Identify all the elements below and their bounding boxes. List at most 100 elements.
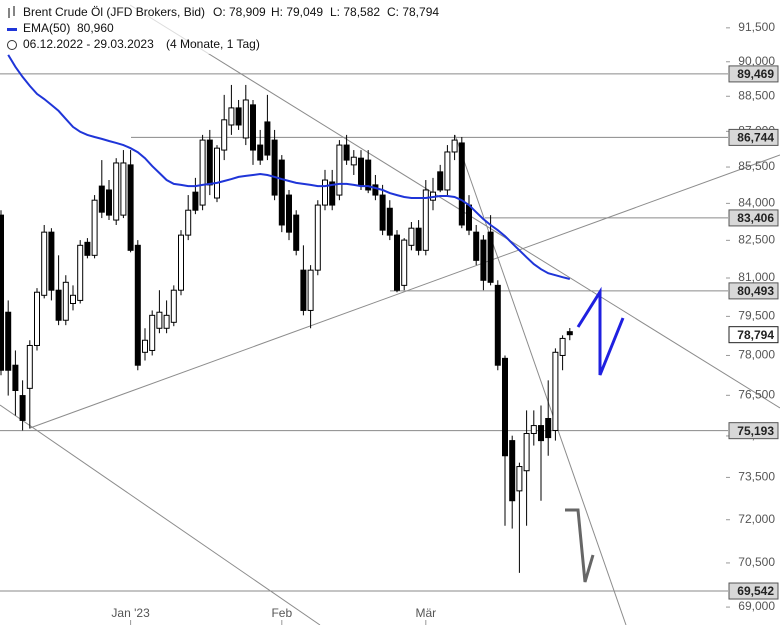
y-tick-label: 88,500 — [738, 88, 775, 102]
candle-body — [300, 269, 307, 311]
x-tick-label: Feb — [271, 606, 292, 620]
ema-name: EMA(50) — [23, 21, 70, 35]
candle-body — [0, 214, 4, 371]
candle-body — [379, 194, 386, 231]
ema-swatch — [7, 28, 17, 31]
y-tick-label: 73,500 — [738, 470, 775, 484]
x-tick-label: Jan '23 — [111, 606, 150, 620]
candle-body — [127, 164, 134, 251]
candle-body — [185, 209, 192, 236]
level-label: 86,744 — [737, 131, 774, 145]
last-price-box — [728, 326, 779, 344]
header-low: L: 78,582 — [330, 5, 380, 19]
clock-icon — [7, 40, 17, 50]
candle-icon — [8, 6, 15, 18]
y-tick-label: 90,000 — [738, 54, 775, 68]
candle-body — [401, 239, 408, 286]
candle-body — [199, 139, 206, 206]
candle-body — [502, 357, 508, 457]
level-label-box — [728, 422, 779, 440]
candle-body — [559, 337, 566, 356]
candle-body — [358, 157, 364, 186]
candle-body — [552, 351, 559, 431]
candle-body — [487, 231, 494, 283]
trend-line — [29, 154, 780, 429]
candle-body — [437, 171, 444, 191]
candle-body — [91, 199, 98, 256]
header-title: Brent Crude Öl (JFD Brokers, Bid) — [23, 5, 205, 19]
candle-body — [329, 181, 336, 206]
candle-body — [41, 231, 48, 296]
candle-body — [278, 159, 285, 226]
level-label: 83,406 — [737, 211, 774, 225]
y-tick-label: 78,000 — [738, 348, 775, 362]
candle-body — [214, 147, 220, 199]
candle-body — [70, 294, 76, 304]
trend-line — [129, 4, 780, 409]
candle-body — [444, 151, 451, 191]
header-bg — [0, 0, 440, 54]
level-label: 75,193 — [737, 424, 774, 438]
candle-body — [509, 440, 516, 502]
candle-body — [221, 119, 228, 151]
candle-body — [34, 291, 40, 346]
y-tick-label: 70,500 — [738, 555, 775, 569]
candle-body — [516, 466, 523, 492]
candle-body — [178, 234, 184, 291]
trend-line — [454, 134, 627, 625]
y-tick-label: 69,000 — [738, 599, 775, 613]
header-open: O: 78,909 — [213, 5, 266, 19]
forecast-zigzag-alt — [565, 508, 595, 583]
candle-body — [415, 227, 422, 251]
candle-body — [242, 99, 249, 139]
level-label: 69,542 — [737, 584, 774, 598]
candle-body — [386, 207, 393, 236]
candle-body — [473, 231, 480, 261]
candle-body — [343, 144, 350, 161]
price-labels: 89,469 86,744 83,406 80,493 75,193 69,542 78,7… — [728, 65, 779, 600]
ema-value: 80,960 — [77, 21, 114, 35]
candle-body — [466, 204, 472, 231]
candle-body — [19, 395, 26, 421]
candle-body — [307, 269, 314, 311]
candle-body — [62, 281, 69, 321]
candle-body — [134, 244, 141, 366]
date-range: 06.12.2022 - 29.03.2023 — [23, 37, 154, 51]
candle-body — [336, 144, 343, 196]
level-label-box — [728, 582, 779, 600]
forecast-zigzag — [576, 286, 625, 376]
y-tick-label: 79,500 — [738, 309, 775, 323]
candle-body — [206, 139, 213, 186]
candle-body — [314, 204, 321, 271]
candle-body — [530, 425, 537, 434]
candle-body — [257, 144, 264, 161]
trend-line — [0, 404, 321, 625]
candle-body — [26, 344, 33, 389]
plot — [0, 54, 573, 573]
candle-body — [5, 311, 12, 371]
candle-body — [451, 139, 458, 153]
candle-body — [106, 189, 112, 216]
candle-body — [149, 314, 156, 351]
header: Brent Crude Öl (JFD Brokers, Bid) O: 78,… — [0, 0, 440, 54]
level-label: 89,469 — [737, 67, 774, 81]
candle-body — [156, 311, 163, 329]
header-high: H: 79,049 — [271, 5, 323, 19]
candle-body — [523, 432, 530, 472]
candle-body — [12, 364, 19, 391]
candle-body — [163, 314, 170, 329]
candle-body — [566, 331, 573, 336]
candle-body — [538, 425, 544, 442]
candle-body — [170, 289, 177, 323]
ema-line — [7, 54, 571, 280]
candle-body — [372, 184, 379, 196]
candle-body — [545, 418, 552, 439]
candle-body — [192, 191, 199, 211]
y-tick-label: 81,000 — [738, 270, 775, 284]
range-note: (4 Monate, 1 Tag) — [166, 37, 260, 51]
candle-body — [293, 214, 300, 251]
x-tick-label: Mär — [415, 606, 436, 620]
y-tick-label: 85,500 — [738, 159, 775, 173]
candle-body — [480, 239, 487, 281]
